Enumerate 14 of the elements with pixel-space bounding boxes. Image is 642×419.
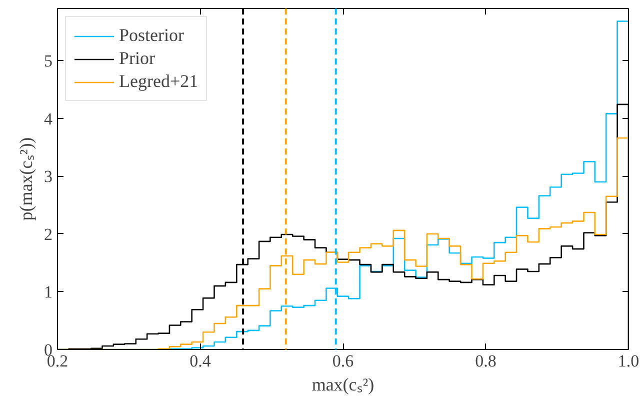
x-tick-label: 0.6 <box>332 352 354 370</box>
y-axis-title: p(max(cₛ²)) <box>16 137 36 221</box>
legend-label: Legred+21 <box>119 71 198 92</box>
x-axis-title: max(cₛ²) <box>312 374 374 394</box>
y-tick-label: 4 <box>44 109 53 128</box>
y-tick-label: 3 <box>44 167 52 186</box>
legend-label: Posterior <box>119 25 184 46</box>
y-tick-label: 2 <box>44 224 52 244</box>
y-tick-label: 1 <box>44 282 52 302</box>
y-tick-label: 5 <box>44 52 52 71</box>
legend-label: Prior <box>119 48 155 69</box>
x-tick-label: 0.4 <box>190 352 212 370</box>
x-tick-label: 1.0 <box>618 352 640 370</box>
x-tick-label: 0.8 <box>475 352 496 370</box>
